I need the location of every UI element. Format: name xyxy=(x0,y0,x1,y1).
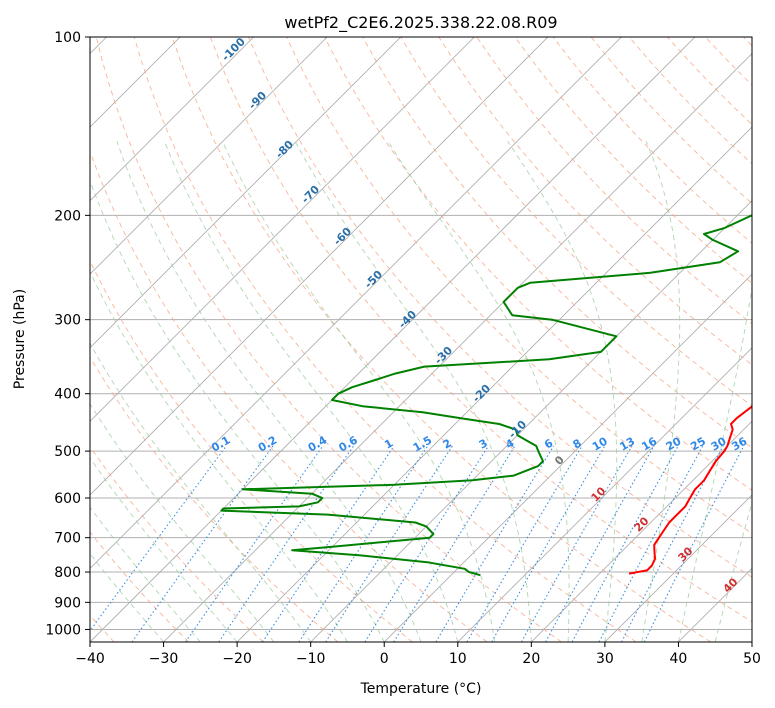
isotherm-line xyxy=(90,37,328,275)
plot-background xyxy=(90,37,752,642)
isotherm-line xyxy=(383,273,752,642)
moist-adiabat-line xyxy=(387,141,570,642)
mixing-ratio-line xyxy=(325,445,453,642)
x-tick-label: 0 xyxy=(380,651,389,667)
mixing-ratio-line xyxy=(621,445,724,642)
plot-frame xyxy=(89,36,753,643)
isotherm-line xyxy=(457,347,752,642)
mixing-ratio-line xyxy=(298,445,429,642)
mixing-ratio-line xyxy=(218,445,355,642)
dry-adiabat-line xyxy=(438,37,752,366)
moist-adiabat-line xyxy=(221,141,496,642)
x-tick-label: 10 xyxy=(449,651,467,667)
isotherm-line xyxy=(604,494,752,642)
isotherm-line xyxy=(90,37,254,202)
y-tick-label: 600 xyxy=(54,491,81,507)
moist-adiabat-line xyxy=(90,179,385,642)
mixing-ratio-line xyxy=(466,445,583,642)
moist-adiabat-line xyxy=(714,500,752,642)
y-tick-label: 800 xyxy=(54,565,81,581)
y-tick-label: 1000 xyxy=(45,622,81,638)
profile-series-1 xyxy=(628,405,752,575)
isotherm-line xyxy=(90,37,402,349)
dry-adiabat-line xyxy=(286,37,752,534)
mixing-ratio-line xyxy=(364,445,489,642)
dry-adiabat-line xyxy=(90,445,264,642)
x-tick-label: −20 xyxy=(222,651,252,667)
profile-lines xyxy=(220,214,752,577)
isotherm-line xyxy=(90,37,549,496)
moist-adiabat-line xyxy=(90,342,312,642)
moist-adiabat-line xyxy=(90,270,348,642)
y-tick-label: 900 xyxy=(54,595,81,611)
mixing-ratio-line xyxy=(131,445,274,642)
profile-series-2 xyxy=(220,214,752,577)
mixing-ratio-line xyxy=(643,445,745,642)
dry-adiabat-line xyxy=(400,37,752,407)
y-tick-label: 700 xyxy=(54,531,81,547)
y-axis: 100 200 300 400 500 600 700 800 900 1000 xyxy=(45,30,90,638)
moist-adiabat-line xyxy=(163,141,459,642)
x-tick-label: 20 xyxy=(522,651,540,667)
mixing-ratio-line xyxy=(393,445,516,642)
dry-adiabat-line xyxy=(133,37,637,642)
isotherm-line xyxy=(90,37,622,570)
mixing-ratio-line xyxy=(435,445,555,642)
moist-adiabat-line xyxy=(641,141,681,642)
isotherm-line xyxy=(163,52,752,642)
dry-adiabat-line xyxy=(514,37,752,284)
x-tick-label: −10 xyxy=(296,651,326,667)
x-tick-label: 30 xyxy=(596,651,614,667)
dry-adiabat-line xyxy=(95,37,562,642)
x-axis-label: Temperature (°C) xyxy=(360,681,482,697)
isotherm-line xyxy=(531,420,752,642)
mixing-ratio-line xyxy=(185,445,324,642)
dry-adiabat-line xyxy=(247,37,752,578)
moist-adiabat-line xyxy=(677,284,752,642)
dry-adiabat-line xyxy=(90,356,339,642)
dry-adiabat-line xyxy=(90,531,190,642)
mixing-ratio-line xyxy=(521,445,633,642)
moist-adiabat-line xyxy=(294,141,532,642)
y-tick-label: 100 xyxy=(54,30,81,46)
mixing-ratio-line xyxy=(262,445,395,642)
y-tick-label: 400 xyxy=(54,387,81,403)
isotherm-line xyxy=(90,37,475,422)
dry-adiabat-line xyxy=(171,37,712,642)
x-tick-label: 40 xyxy=(670,651,688,667)
x-tick-label: −40 xyxy=(75,651,105,667)
isotherm-line xyxy=(236,126,752,642)
x-axis: −40 −30 −20 −10 0 10 20 30 40 50 xyxy=(75,642,761,667)
dry-adiabat-line xyxy=(209,37,752,623)
moist-adiabat-line xyxy=(507,141,618,642)
y-tick-label: 500 xyxy=(54,444,81,460)
y-tick-label: 300 xyxy=(54,313,81,329)
background-lines xyxy=(90,37,752,642)
mixing-ratio-line xyxy=(545,445,655,642)
x-tick-label: 50 xyxy=(743,651,761,667)
x-tick-label: −30 xyxy=(149,651,179,667)
moist-adiabat-line xyxy=(116,141,422,642)
y-axis-label: Pressure (hPa) xyxy=(12,289,28,389)
chart-title: wetPf2_C2E6.2025.338.22.08.R09 xyxy=(284,13,557,33)
y-tick-label: 200 xyxy=(54,208,81,224)
